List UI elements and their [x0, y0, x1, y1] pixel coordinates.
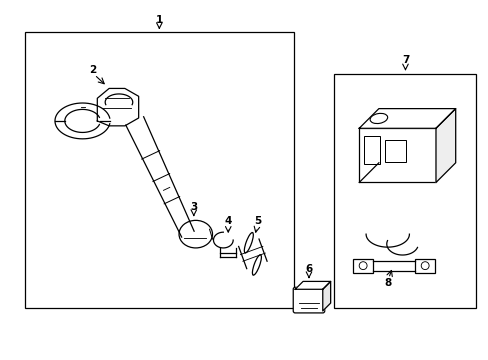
- Text: 8: 8: [384, 278, 390, 288]
- Ellipse shape: [179, 220, 212, 248]
- Text: 7: 7: [401, 55, 408, 65]
- Ellipse shape: [369, 113, 387, 123]
- Text: 2: 2: [89, 65, 96, 75]
- Text: 4: 4: [224, 216, 231, 226]
- Ellipse shape: [252, 255, 261, 275]
- Text: 1: 1: [155, 14, 163, 24]
- Text: 3: 3: [190, 202, 197, 212]
- Text: 6: 6: [305, 264, 312, 274]
- Bar: [384, 140, 406, 162]
- Bar: [333, 74, 475, 308]
- Text: 5: 5: [254, 216, 261, 226]
- Ellipse shape: [244, 233, 253, 253]
- Polygon shape: [322, 282, 330, 311]
- Polygon shape: [295, 282, 330, 289]
- Bar: [359, 128, 435, 183]
- Polygon shape: [435, 109, 455, 183]
- FancyBboxPatch shape: [293, 287, 324, 313]
- Bar: [25, 32, 294, 308]
- Bar: [364, 136, 379, 164]
- Polygon shape: [359, 109, 455, 128]
- Bar: [414, 259, 434, 273]
- Bar: [352, 259, 372, 273]
